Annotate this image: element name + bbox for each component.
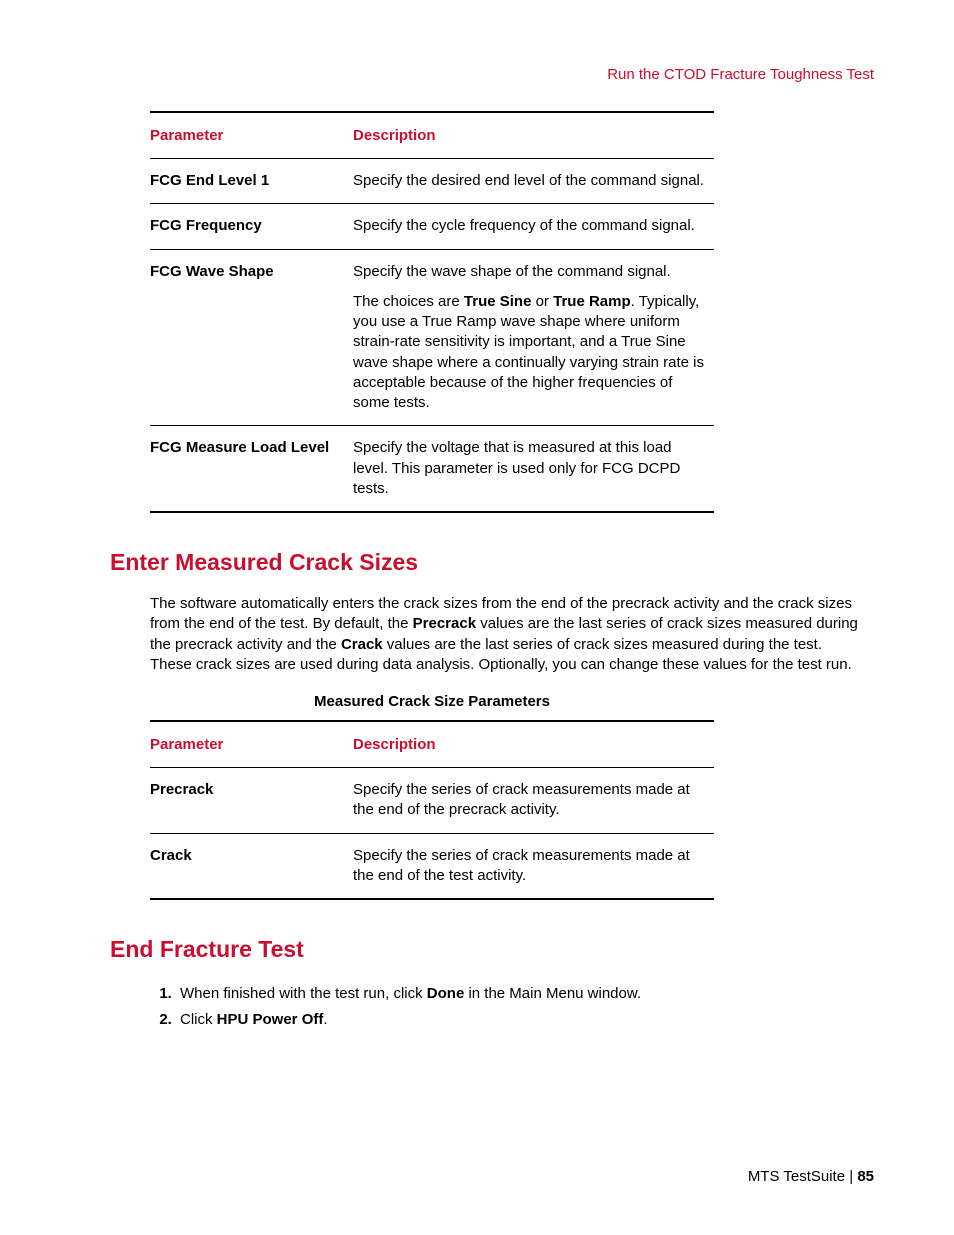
param-cell: Crack	[150, 833, 353, 899]
table1-header-desc: Description	[353, 112, 714, 159]
table-row: FCG Measure Load LevelSpecify the voltag…	[150, 426, 714, 512]
parameter-table-2: Parameter Description PrecrackSpecify th…	[150, 720, 714, 900]
parameter-table-1: Parameter Description FCG End Level 1Spe…	[150, 111, 714, 513]
desc-cell: Specify the wave shape of the command si…	[353, 249, 714, 426]
table1-body: FCG End Level 1Specify the desired end l…	[150, 159, 714, 513]
table2-body: PrecrackSpecify the series of crack meas…	[150, 768, 714, 900]
heading-end-fracture-test: End Fracture Test	[110, 936, 894, 963]
running-head: Run the CTOD Fracture Toughness Test	[60, 66, 894, 83]
param-cell: FCG Frequency	[150, 204, 353, 249]
heading-enter-measured-crack-sizes: Enter Measured Crack Sizes	[110, 549, 894, 576]
page-footer: MTS TestSuite | 85	[748, 1168, 874, 1185]
table-row: PrecrackSpecify the series of crack meas…	[150, 768, 714, 834]
table-row: FCG FrequencySpecify the cycle frequency…	[150, 204, 714, 249]
table-row: CrackSpecify the series of crack measure…	[150, 833, 714, 899]
footer-page-number: 85	[857, 1168, 874, 1185]
param-cell: FCG End Level 1	[150, 159, 353, 204]
desc-cell: Specify the desired end level of the com…	[353, 159, 714, 204]
footer-product: MTS TestSuite	[748, 1168, 845, 1185]
param-cell: FCG Wave Shape	[150, 249, 353, 426]
table2-container: Measured Crack Size Parameters Parameter…	[150, 693, 714, 900]
desc-cell: Specify the series of crack measurements…	[353, 768, 714, 834]
table1-header-param: Parameter	[150, 112, 353, 159]
table2-caption: Measured Crack Size Parameters	[150, 693, 714, 710]
table-row: FCG End Level 1Specify the desired end l…	[150, 159, 714, 204]
section2-body: The software automatically enters the cr…	[150, 594, 864, 675]
desc-cell: Specify the series of crack measurements…	[353, 833, 714, 899]
footer-sep: |	[845, 1168, 857, 1185]
param-cell: FCG Measure Load Level	[150, 426, 353, 512]
desc-cell: Specify the voltage that is measured at …	[353, 426, 714, 512]
list-item: When finished with the test run, click D…	[176, 981, 894, 1007]
page: Run the CTOD Fracture Toughness Test Par…	[0, 0, 954, 1235]
table-row: FCG Wave ShapeSpecify the wave shape of …	[150, 249, 714, 426]
table1-container: Parameter Description FCG End Level 1Spe…	[150, 111, 714, 513]
list-item: Click HPU Power Off.	[176, 1007, 894, 1033]
table2-header-param: Parameter	[150, 721, 353, 768]
param-cell: Precrack	[150, 768, 353, 834]
end-fracture-steps: When finished with the test run, click D…	[150, 981, 894, 1032]
desc-cell: Specify the cycle frequency of the comma…	[353, 204, 714, 249]
table2-header-desc: Description	[353, 721, 714, 768]
